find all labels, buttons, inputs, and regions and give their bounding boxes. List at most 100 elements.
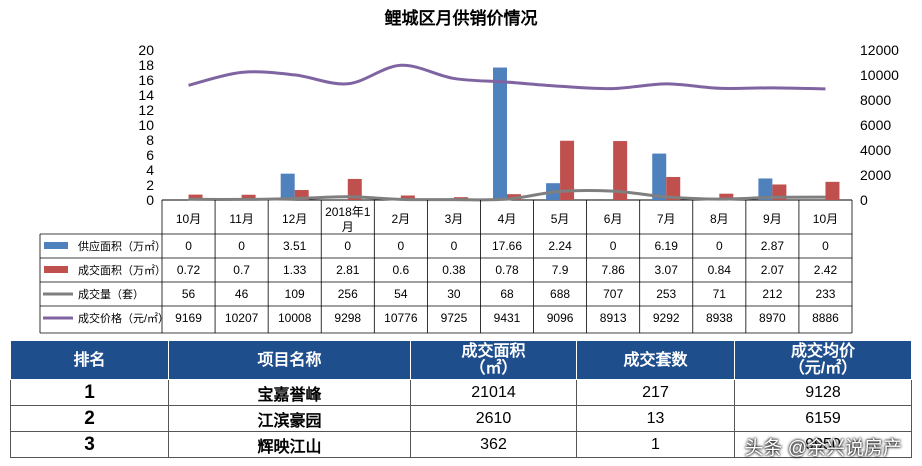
y2-tick-label: 10000: [860, 67, 899, 83]
data-label: 9096: [547, 311, 574, 325]
x-tick-label: 3月: [445, 212, 464, 226]
data-label: 9292: [653, 311, 680, 325]
deal-area-cell: 21014: [410, 379, 577, 406]
data-label: 9169: [175, 311, 202, 325]
x-tick-label: 9月: [763, 212, 782, 226]
ranking-table: 排名 项目名称 成交面积 （㎡） 成交套数 成交均价 （元/㎡） 1 宝嘉誉峰 21…: [10, 340, 912, 458]
data-label: 10207: [225, 311, 259, 325]
y-tick-label: 12: [138, 102, 154, 118]
project-name-cell: 辉映江山: [168, 431, 411, 458]
bar: [188, 194, 203, 200]
data-label: 8938: [706, 311, 733, 325]
bar: [666, 176, 681, 200]
data-label: 2.42: [814, 263, 838, 277]
project-name-cell: 宝嘉誉峰: [168, 379, 411, 406]
y-tick-label: 16: [138, 72, 154, 88]
legend-label: 成交价格（元/㎡）: [78, 311, 169, 325]
bar: [758, 178, 773, 200]
data-label: 9431: [494, 311, 521, 325]
data-label: 1.33: [283, 263, 307, 277]
legend-label: 成交量（套）: [78, 287, 144, 301]
data-label: 0.72: [177, 263, 201, 277]
data-label: 2.07: [761, 263, 785, 277]
bar: [719, 193, 734, 200]
data-label: 0: [716, 239, 723, 253]
deal-units-cell: 217: [576, 379, 735, 406]
data-label: 0: [238, 239, 245, 253]
table-row: 3 辉映江山 362 1 9950: [10, 431, 912, 458]
x-tick-label: 5月: [551, 212, 570, 226]
data-label: 233: [815, 287, 835, 301]
y-tick-label: 0: [146, 192, 154, 208]
y-tick-label: 20: [138, 42, 154, 58]
data-label: 68: [500, 287, 514, 301]
data-label: 688: [550, 287, 570, 301]
data-label: 0.7: [233, 263, 250, 277]
data-label: 56: [182, 287, 196, 301]
x-tick-label: 2月: [392, 212, 411, 226]
bar: [347, 178, 362, 200]
legend-label: 供应面积（万㎡）: [78, 239, 166, 253]
avg-price-cell: 9128: [734, 379, 912, 406]
y2-tick-label: 8000: [860, 92, 891, 108]
ranking-header-row: 排名 项目名称 成交面积 （㎡） 成交套数 成交均价 （元/㎡）: [10, 340, 912, 380]
bar: [652, 153, 667, 200]
header-deal-units: 成交套数: [576, 340, 735, 380]
legend-label: 成交面积（万㎡）: [78, 263, 166, 277]
bar: [294, 190, 309, 200]
combo-chart: 0246810121416182002000400060008000100001…: [39, 42, 899, 334]
data-label: 0: [185, 239, 192, 253]
data-label: 2.81: [336, 263, 360, 277]
source-watermark: 头条 @余兴说房产: [744, 438, 902, 459]
y-tick-label: 14: [138, 87, 154, 103]
bar: [493, 67, 507, 200]
data-label: 0.6: [393, 263, 410, 277]
legend-swatch: [44, 266, 68, 273]
deal-area-cell: 2610: [410, 405, 577, 432]
data-label: 0: [451, 239, 458, 253]
legend-swatch: [44, 242, 68, 249]
data-label: 8913: [600, 311, 627, 325]
data-label: 2.87: [761, 239, 785, 253]
data-label: 30: [447, 287, 461, 301]
data-label: 17.66: [492, 239, 522, 253]
data-label: 0: [398, 239, 405, 253]
data-label: 212: [762, 287, 782, 301]
data-label: 71: [713, 287, 727, 301]
data-label: 10776: [384, 311, 418, 325]
x-tick-label: 11月: [229, 212, 253, 226]
rank-cell: 2: [10, 405, 169, 432]
data-label: 253: [656, 287, 676, 301]
bar: [613, 141, 628, 200]
data-label: 8970: [759, 311, 786, 325]
header-avg-price: 成交均价 （元/㎡）: [734, 340, 912, 380]
x-tick-label: 2018年1: [325, 205, 371, 219]
data-label: 2.24: [548, 239, 572, 253]
data-label: 10008: [278, 311, 312, 325]
deal-area-cell: 362: [410, 431, 577, 458]
y-tick-label: 6: [146, 147, 154, 163]
y-tick-label: 4: [146, 162, 154, 178]
data-label: 6.19: [655, 239, 679, 253]
y-tick-label: 2: [146, 177, 154, 193]
x-tick-label: 6月: [604, 212, 623, 226]
x-tick-label: 7月: [657, 212, 676, 226]
data-label: 7.86: [601, 263, 625, 277]
data-label: 46: [235, 287, 249, 301]
data-label: 9298: [334, 311, 361, 325]
data-label: 0: [822, 239, 829, 253]
table-row: 1 宝嘉誉峰 21014 217 9128: [10, 379, 912, 406]
avg-price-cell: 9950: [734, 431, 912, 458]
avg-price-cell: 6159: [734, 405, 912, 432]
deal-units-cell: 1: [576, 431, 735, 458]
data-label: 0: [344, 239, 351, 253]
bar: [560, 140, 575, 200]
x-tick-label: 8月: [710, 212, 729, 226]
y-tick-label: 10: [138, 117, 154, 133]
data-label: 54: [394, 287, 408, 301]
x-tick-label: 4月: [498, 212, 517, 226]
header-project-name: 项目名称: [168, 340, 411, 380]
y2-tick-label: 2000: [860, 167, 891, 183]
x-tick-label: 10月: [176, 212, 201, 226]
data-label: 0.38: [442, 263, 466, 277]
